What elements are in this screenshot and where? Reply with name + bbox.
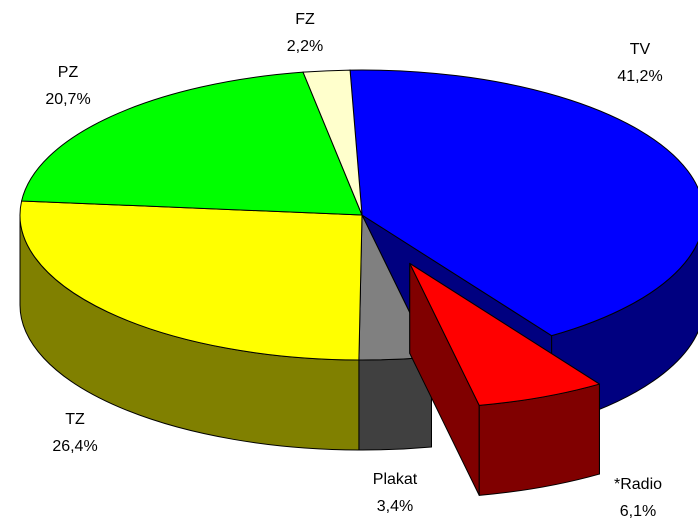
value-label: 6,1% [620,503,656,520]
slice [19,200,363,361]
slice [302,69,363,216]
value-label: 26,4% [52,438,97,455]
slice-label: PZ [58,64,79,81]
slice-label: TV [630,41,651,58]
slice [21,71,363,216]
value-label: 41,2% [617,68,662,85]
slice-label: TZ [65,411,85,428]
slice-label: Plakat [373,471,418,488]
value-label: 20,7% [45,91,90,108]
slice [349,69,698,337]
value-label: 2,2% [287,38,323,55]
slice-label: *Radio [614,476,662,493]
slice [409,262,600,406]
value-label: 3,4% [377,498,413,515]
slice-label: FZ [295,11,315,28]
